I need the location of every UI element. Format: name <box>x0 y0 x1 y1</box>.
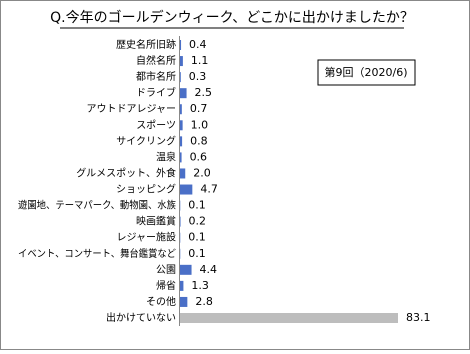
annotation: 第9回（2020/6) <box>325 65 408 79</box>
value-label: 0.8 <box>190 134 208 147</box>
bar <box>180 313 398 323</box>
category-label: 自然名所 <box>136 54 176 67</box>
value-label: 0.1 <box>188 199 206 212</box>
value-label: 1.0 <box>191 118 209 131</box>
category-label: 出かけていない <box>106 311 176 324</box>
value-label: 1.1 <box>191 54 209 67</box>
value-label: 0.1 <box>188 231 206 244</box>
category-label: アウトドアレジャー <box>87 103 177 115</box>
chart-title: Q.今年のゴールデンウィーク、どこかに出かけましたか？ <box>50 9 414 26</box>
value-label: 4.7 <box>200 183 218 196</box>
bar <box>180 217 181 227</box>
value-label: 1.3 <box>191 279 209 292</box>
category-label: スポーツ <box>136 119 176 131</box>
value-label: 0.2 <box>189 215 207 228</box>
bar <box>180 168 185 178</box>
category-label: 映画鑑賞 <box>136 215 176 228</box>
category-label: ドライブ <box>136 86 176 99</box>
category-label: 歴史名所旧跡 <box>116 38 176 51</box>
bar <box>180 88 187 98</box>
value-label: 83.1 <box>406 311 431 324</box>
category-label: 都市名所 <box>136 70 176 83</box>
value-label: 0.1 <box>188 247 206 260</box>
value-label: 2.8 <box>195 295 213 308</box>
category-label: その他 <box>146 295 176 308</box>
bar <box>180 281 183 291</box>
bar <box>180 136 182 146</box>
bar <box>180 265 192 275</box>
category-label: 公園 <box>156 264 176 276</box>
category-label: 遊園地、テーマパーク、動物園、水族 <box>18 199 176 212</box>
value-label: 4.4 <box>200 263 218 276</box>
value-label: 2.5 <box>195 86 213 99</box>
value-label: 0.4 <box>189 38 207 51</box>
value-label: 0.7 <box>190 102 208 115</box>
bar <box>180 104 182 114</box>
bar <box>180 185 192 195</box>
value-label: 0.3 <box>189 70 207 83</box>
bar <box>180 297 187 307</box>
bar <box>180 120 183 130</box>
category-label: グルメスポット、外食 <box>76 166 176 179</box>
bar <box>180 152 182 162</box>
bar <box>180 40 181 50</box>
category-label: イベント、コンサート、舞台鑑賞など <box>18 247 176 260</box>
category-label: ショッピング <box>116 183 176 196</box>
category-label: 帰省 <box>156 279 176 292</box>
category-label: 温泉 <box>156 150 176 163</box>
bar <box>180 72 181 82</box>
category-label: レジャー施設 <box>117 231 177 244</box>
bar <box>180 56 183 66</box>
category-label: サイクリング <box>116 134 176 147</box>
value-label: 2.0 <box>193 166 211 179</box>
value-label: 0.6 <box>190 150 208 163</box>
